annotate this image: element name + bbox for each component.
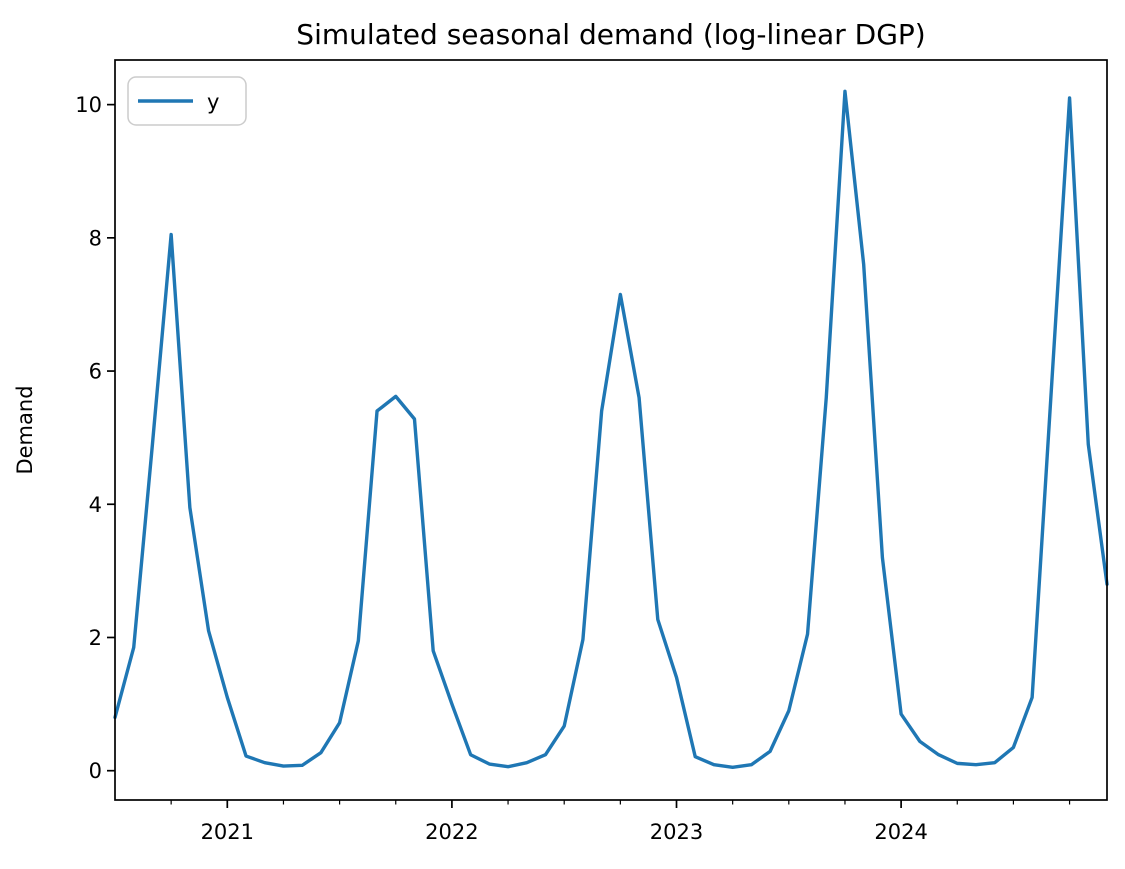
- legend: y: [127, 76, 247, 126]
- x-tick-label: 2024: [874, 820, 927, 844]
- y-axis-label: Demand: [13, 385, 37, 474]
- y-tick-label: 10: [75, 93, 102, 117]
- y-tick-label: 2: [89, 626, 102, 650]
- x-tick-label: 2022: [425, 820, 478, 844]
- y-tick-label: 4: [89, 493, 102, 517]
- y-tick-label: 8: [89, 226, 102, 250]
- x-tick-label: 2023: [650, 820, 703, 844]
- x-tick-label: 2021: [201, 820, 254, 844]
- chart-title: Simulated seasonal demand (log-linear DG…: [296, 18, 925, 51]
- y-tick-label: 0: [89, 759, 102, 783]
- y-tick-label: 6: [89, 360, 102, 384]
- series-line-y: [113, 89, 1109, 770]
- plot-frame: [114, 59, 1108, 801]
- axis-ticks: 0 2 4 6 8 10 2021 2022 2023 2024: [75, 93, 1071, 844]
- data-series: [113, 89, 1109, 770]
- legend-label: y: [207, 90, 219, 114]
